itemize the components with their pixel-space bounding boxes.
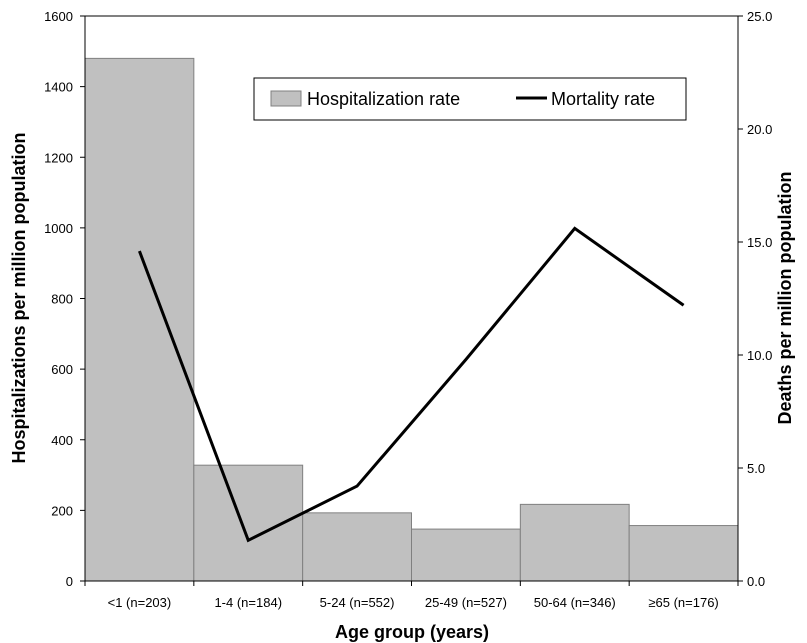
bar-hospitalization-3 xyxy=(411,528,521,582)
mortality-line-group xyxy=(138,226,685,543)
y2-tick-label-2: 10.0 xyxy=(747,348,772,363)
legend: Hospitalization rate Mortality rate xyxy=(253,77,687,121)
legend-label-mortality: Mortality rate xyxy=(551,89,655,109)
x-tick-label-4: 50-64 (n=346) xyxy=(534,595,616,610)
y-tick-label-8: 1600 xyxy=(44,9,73,24)
bar-hospitalization-1 xyxy=(193,464,304,582)
y2-tick-label-5: 25.0 xyxy=(747,9,772,24)
y-tick-label-6: 1200 xyxy=(44,150,73,165)
y2-tick-label-3: 15.0 xyxy=(747,235,772,250)
y2-tick-label-0: 0.0 xyxy=(747,574,765,589)
x-tick-label-1: 1-4 (n=184) xyxy=(214,595,282,610)
legend-swatch-hospitalization xyxy=(270,90,302,107)
y-axis-title: Hospitalizations per million population xyxy=(9,132,29,463)
y-tick-label-2: 400 xyxy=(51,433,73,448)
legend-box xyxy=(253,77,687,121)
y2-axis-title: Deaths per million population xyxy=(775,171,795,424)
y2-tick-label-1: 5.0 xyxy=(747,461,765,476)
y2-tick-label-4: 20.0 xyxy=(747,122,772,137)
x-tick-label-5: ≥65 (n=176) xyxy=(648,595,718,610)
x-tick-label-0: <1 (n=203) xyxy=(108,595,172,610)
legend-label-hospitalization: Hospitalization rate xyxy=(307,89,460,109)
x-tick-label-3: 25-49 (n=527) xyxy=(425,595,507,610)
y-tick-label-1: 200 xyxy=(51,503,73,518)
y-tick-label-3: 600 xyxy=(51,362,73,377)
mortality-line xyxy=(138,226,685,543)
y-tick-label-0: 0 xyxy=(66,574,73,589)
x-axis-title: Age group (years) xyxy=(335,622,489,642)
bar-hospitalization-4 xyxy=(519,503,630,582)
y-tick-label-4: 800 xyxy=(51,292,73,307)
y-tick-label-7: 1400 xyxy=(44,80,73,95)
x-tick-label-2: 5-24 (n=552) xyxy=(320,595,395,610)
bar-hospitalization-0 xyxy=(84,57,195,582)
bar-group xyxy=(84,57,739,582)
tick-group: 0 200 400 600 800 1000 1200 1400 1600 0.0 5.0 10.0 1… xyxy=(44,9,772,610)
y-tick-label-5: 1000 xyxy=(44,221,73,236)
bar-hospitalization-5 xyxy=(628,525,739,582)
bar-hospitalization-2 xyxy=(302,512,412,582)
